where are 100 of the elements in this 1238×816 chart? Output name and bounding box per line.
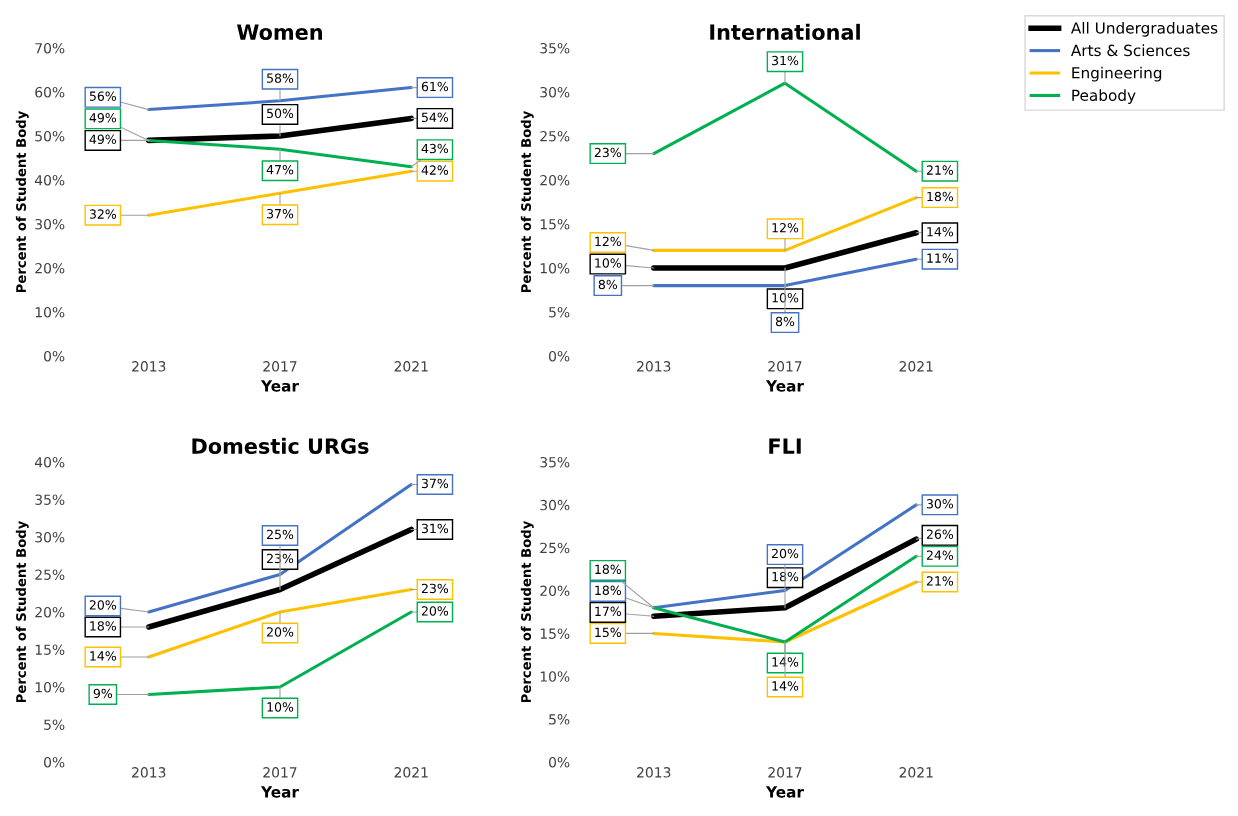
data-label: 31%: [772, 55, 799, 66]
x-tick-label: 2021: [899, 767, 933, 778]
data-label: 30%: [926, 499, 954, 509]
y-tick-label: 30%: [35, 218, 65, 230]
data-label: 10%: [267, 702, 294, 712]
data-label: 14%: [772, 681, 799, 691]
y-tick-label: 25%: [35, 569, 65, 580]
y-tick-label: 0%: [44, 756, 65, 768]
data-label: 8%: [775, 316, 795, 327]
x-tick-label: 2017: [768, 361, 802, 372]
y-tick-label: 15%: [35, 644, 65, 655]
y-axis-title: Percent of Student Body: [520, 520, 534, 703]
y-tick-label: 15%: [540, 218, 570, 230]
x-tick-label: 2021: [394, 361, 428, 372]
data-label: 18%: [772, 571, 799, 582]
x-tick-label: 2021: [394, 767, 428, 778]
data-label: 61%: [421, 81, 449, 92]
data-label: 49%: [89, 113, 117, 123]
x-tick-label: 2021: [899, 361, 933, 372]
y-tick-label: 0%: [549, 350, 570, 362]
data-label: 26%: [926, 529, 954, 539]
data-label: 20%: [772, 548, 799, 559]
y-tick-label: 25%: [540, 130, 570, 142]
data-label: 12%: [772, 223, 799, 233]
y-tick-label: 20%: [35, 606, 65, 618]
x-axis-title: Year: [765, 380, 804, 392]
y-tick-label: 35%: [540, 42, 570, 54]
data-label: 12%: [595, 236, 622, 247]
data-label: 15%: [595, 627, 622, 638]
y-axis-title: Percent of Student Body: [15, 110, 29, 293]
data-label: 37%: [267, 208, 294, 219]
y-tick-label: 20%: [540, 585, 570, 597]
data-label: 18%: [927, 191, 954, 202]
data-label: 14%: [90, 651, 117, 661]
x-tick-label: 2017: [768, 767, 802, 778]
y-tick-label: 35%: [540, 456, 570, 468]
data-label: 14%: [772, 657, 799, 667]
data-label: 14%: [927, 226, 954, 237]
data-label: 8%: [598, 279, 618, 290]
chart-title: Women: [237, 24, 322, 40]
data-label: 32%: [89, 209, 117, 219]
y-tick-label: 50%: [35, 130, 65, 142]
data-label: 10%: [595, 258, 622, 268]
legend-label: All Undergraduates: [1070, 21, 1218, 37]
data-label: 18%: [595, 564, 622, 575]
y-tick-label: 5%: [44, 719, 65, 730]
y-axis-title: Percent of Student Body: [15, 520, 29, 703]
data-label: 47%: [266, 164, 294, 175]
data-label: 18%: [595, 585, 622, 596]
data-label: 21%: [926, 576, 954, 586]
data-label: 50%: [267, 108, 294, 119]
x-tick-label: 2013: [132, 361, 166, 372]
data-label: 20%: [267, 627, 294, 637]
data-label: 21%: [926, 165, 954, 175]
data-label: 37%: [421, 478, 449, 489]
data-label: 23%: [594, 147, 622, 158]
y-tick-label: 10%: [35, 681, 65, 693]
y-tick-label: 25%: [540, 542, 570, 554]
data-label: 54%: [421, 112, 449, 123]
x-tick-label: 2017: [263, 361, 297, 372]
y-tick-label: 0%: [44, 350, 65, 362]
data-label: 58%: [267, 73, 294, 83]
chart-title: Domestic URGs: [192, 437, 369, 454]
y-tick-label: 30%: [540, 499, 570, 511]
data-label: 49%: [89, 134, 117, 145]
y-tick-label: 15%: [540, 628, 570, 639]
data-label: 11%: [927, 253, 954, 263]
data-label: 25%: [267, 529, 294, 540]
y-tick-label: 5%: [549, 306, 570, 318]
y-tick-label: 20%: [540, 174, 570, 186]
x-axis-title: Year: [765, 786, 804, 798]
data-label: 24%: [926, 550, 954, 560]
x-tick-label: 2013: [637, 361, 671, 372]
data-label: 10%: [772, 292, 799, 303]
legend-label: Peabody: [1072, 89, 1136, 104]
data-label: 9%: [93, 688, 113, 699]
data-label: 31%: [421, 523, 449, 534]
x-tick-label: 2017: [263, 767, 297, 778]
data-label: 23%: [267, 553, 294, 564]
data-label: 23%: [421, 583, 449, 594]
y-tick-label: 35%: [35, 494, 65, 505]
y-tick-label: 10%: [35, 306, 65, 318]
data-label: 20%: [421, 606, 449, 616]
y-tick-label: 40%: [34, 174, 65, 186]
y-tick-label: 70%: [35, 42, 65, 54]
y-tick-label: 10%: [540, 671, 570, 682]
y-tick-label: 30%: [540, 86, 570, 98]
data-label: 18%: [90, 621, 117, 631]
y-axis-title: Percent of Student Body: [520, 110, 534, 293]
x-axis-title: Year: [260, 786, 299, 798]
chart-title: International: [710, 23, 860, 40]
chart-title: FLI: [769, 438, 801, 454]
data-label: 42%: [421, 165, 449, 175]
data-label: 43%: [421, 143, 449, 154]
x-axis-title: Year: [260, 380, 299, 392]
y-tick-label: 0%: [549, 756, 570, 768]
data-label: 17%: [595, 606, 622, 617]
y-tick-label: 20%: [35, 262, 65, 274]
y-tick-label: 5%: [549, 714, 570, 725]
y-tick-label: 30%: [35, 531, 65, 543]
